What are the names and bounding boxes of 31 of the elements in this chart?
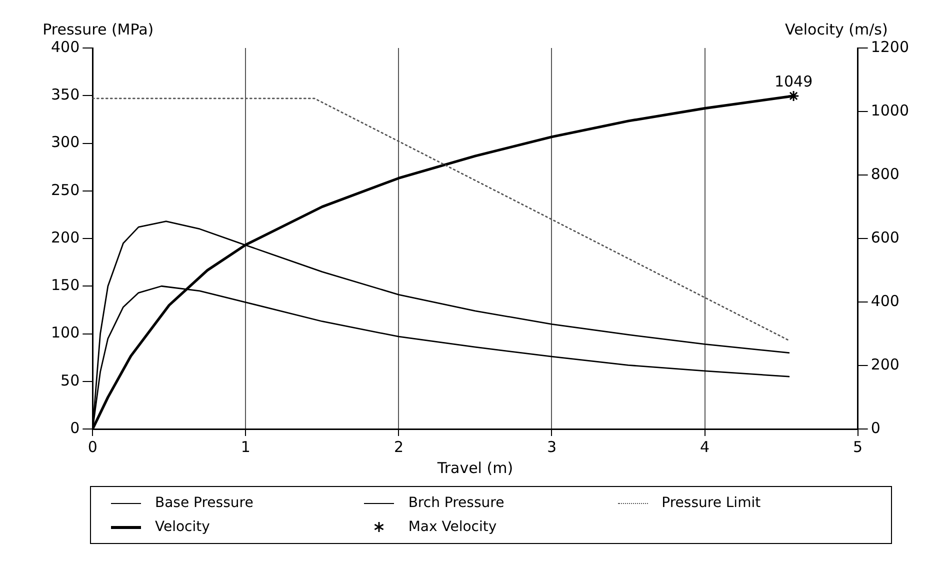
y2-tick-label: 600 (870, 228, 900, 246)
y2-tick-label: 1200 (870, 38, 910, 56)
data-label: 1049 (774, 72, 813, 90)
y-tick-label: 50 (60, 371, 80, 390)
y-tick-label: 400 (50, 38, 80, 56)
legend-label: Brch Pressure (408, 495, 504, 511)
y-tick-label: 200 (50, 228, 80, 246)
y-tick-label: 300 (50, 133, 80, 152)
legend-label: Base Pressure (155, 495, 254, 511)
y-tick-label: 0 (70, 418, 80, 437)
legend-label: Pressure Limit (662, 495, 761, 511)
x-axis-title: Travel (m) (436, 458, 514, 477)
y2-tick-label: 1000 (870, 101, 910, 120)
x-tick-label: 3 (546, 438, 557, 456)
y2-tick-label: 0 (870, 418, 880, 437)
y2-tick-label: 400 (870, 292, 900, 310)
y-tick-label: 100 (50, 324, 80, 342)
y2-axis-title: Velocity (m/s) (785, 20, 888, 38)
x-tick-label: 5 (853, 438, 863, 456)
y-tick-label: 150 (50, 276, 80, 294)
y-axis-title: Pressure (MPa) (42, 20, 154, 38)
y2-tick-label: 800 (870, 164, 900, 183)
legend-label: Max Velocity (408, 519, 497, 535)
y-tick-label: 350 (50, 86, 80, 104)
x-tick-label: 4 (700, 438, 710, 456)
legend-label: Velocity (155, 519, 210, 535)
x-tick-label: 0 (88, 438, 98, 456)
x-tick-label: 1 (240, 438, 250, 456)
y-tick-label: 250 (50, 180, 80, 199)
y2-tick-label: 200 (870, 355, 900, 374)
x-tick-label: 2 (394, 438, 404, 456)
